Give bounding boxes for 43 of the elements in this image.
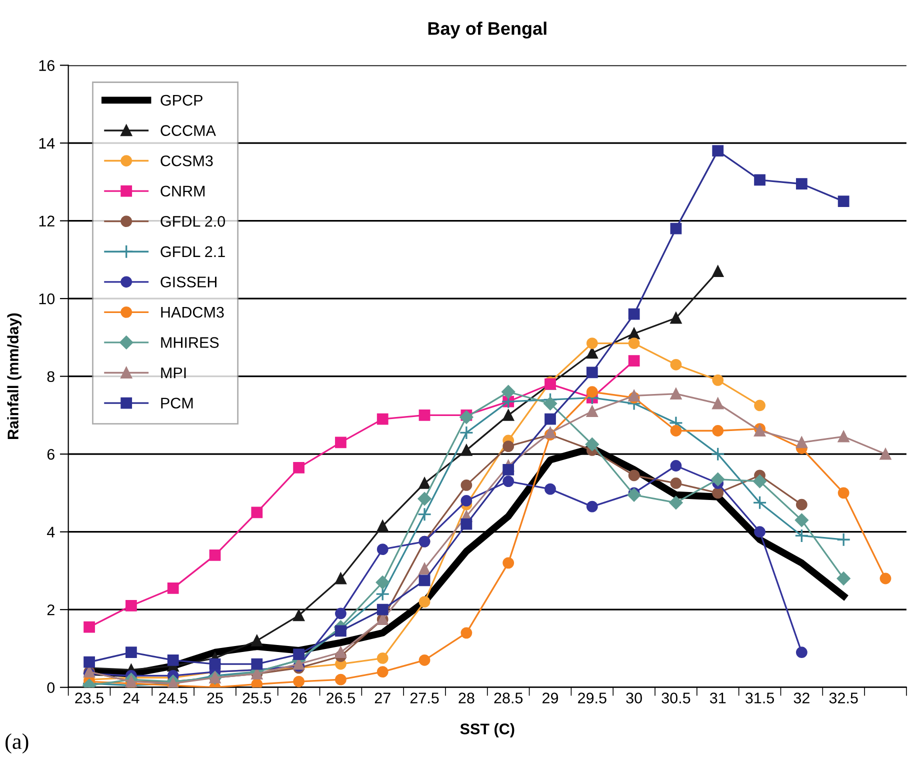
legend-label: CCCMA	[160, 125, 216, 136]
y-axis-title: Rainfall (mm/day)	[7, 313, 22, 439]
x-tick-label: 30	[626, 692, 642, 704]
x-tick-label: 27.5	[410, 692, 439, 704]
legend-label: HADCM3	[161, 306, 224, 318]
legend-label: GPCP	[160, 94, 202, 106]
x-tick-label: 32	[794, 692, 810, 704]
legend-label: CNRM	[160, 186, 205, 197]
x-tick-label: 29.5	[578, 692, 606, 704]
x-tick-label: 32.5	[829, 692, 858, 704]
legend-label: GFDL 2.1	[160, 246, 225, 258]
legend-label: GFDL 2.0	[160, 216, 226, 227]
text: (a)	[6, 733, 28, 754]
y-tick-label: 6	[47, 448, 54, 460]
legend-label: MPI	[161, 368, 186, 378]
x-tick-label: 26	[291, 692, 307, 704]
y-tick-label: 10	[39, 293, 55, 304]
chart-title: Bay of Bengal	[428, 22, 546, 39]
y-tick-label: 14	[39, 138, 55, 149]
x-tick-label: 24.5	[158, 692, 188, 704]
legend-label: CCSM3	[160, 155, 213, 166]
y-tick-label: 2	[47, 604, 54, 616]
x-tick-label: 26.5	[326, 692, 355, 704]
legend-label: PCM	[161, 398, 193, 409]
x-axis-title: SST (C)	[460, 723, 514, 738]
x-tick-label: 24	[123, 692, 140, 704]
y-tick-label: 8	[47, 371, 54, 382]
x-tick-label: 31	[710, 692, 726, 704]
x-tick-label: 25	[207, 692, 223, 704]
x-tick-label: 31.5	[745, 692, 774, 704]
x-tick-label: 30.5	[662, 692, 690, 704]
y-tick-label: 4	[46, 526, 55, 538]
x-tick-label: 25.5	[242, 692, 272, 704]
y-tick-label: 12	[39, 216, 54, 226]
y-tick-label: 0	[47, 682, 55, 694]
x-tick-label: 29	[542, 692, 558, 704]
x-tick-label: 28	[458, 692, 474, 704]
legend-label: MHIRES	[161, 337, 219, 348]
y-tick-label: 16	[39, 60, 54, 71]
legend-label: GISSEH	[160, 276, 216, 288]
x-tick-label: 27	[374, 692, 390, 704]
x-tick-label: 23.5	[75, 692, 104, 704]
x-tick-label: 28.5	[494, 692, 523, 704]
